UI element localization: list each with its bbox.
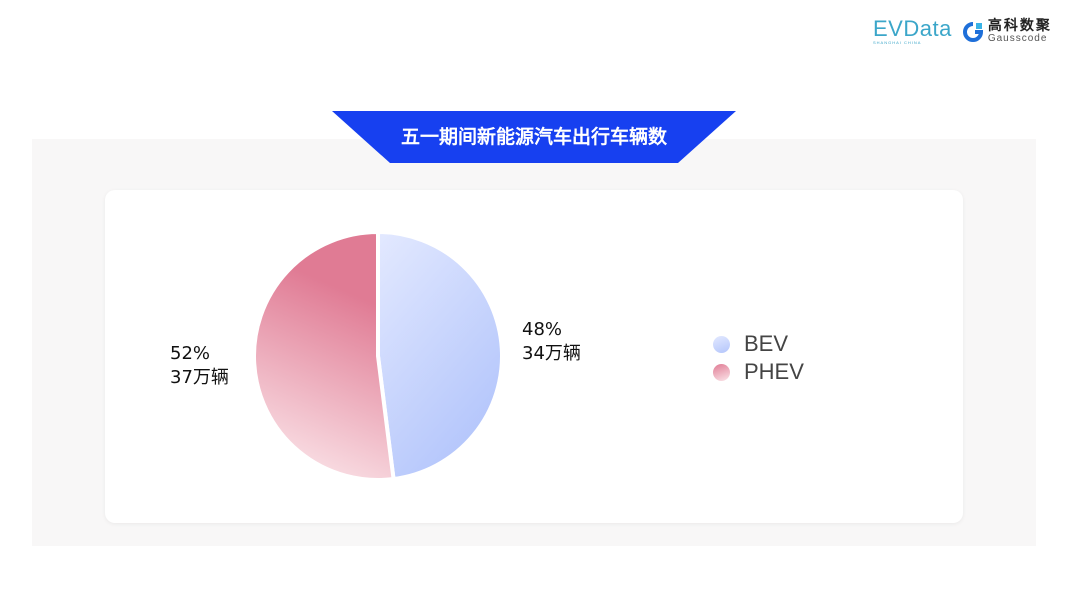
legend-item-bev[interactable]: BEV: [713, 330, 804, 358]
label-phev: 52% 37万辆: [170, 343, 229, 388]
legend-dot-phev: [713, 363, 730, 381]
gausscode-logo: 高科数聚 Gausscode: [962, 18, 1052, 45]
chart-card: [105, 190, 963, 523]
legend-item-phev[interactable]: PHEV: [713, 358, 804, 386]
title-banner: [332, 111, 736, 163]
legend: BEV PHEV: [713, 330, 804, 386]
pie-slice-bev[interactable]: [376, 229, 504, 482]
chart-title: 五一期间新能源汽车出行车辆数: [400, 126, 667, 148]
pie-slice-phev[interactable]: [252, 229, 396, 482]
label-bev: 48% 34万辆: [522, 319, 581, 364]
gausscode-icon: [962, 22, 983, 42]
evdata-logo: EVData SHANGHAI CHINA: [873, 16, 952, 46]
logos: EVData SHANGHAI CHINA 高科数聚 Gausscode: [873, 18, 1052, 46]
legend-dot-bev: [713, 335, 730, 353]
